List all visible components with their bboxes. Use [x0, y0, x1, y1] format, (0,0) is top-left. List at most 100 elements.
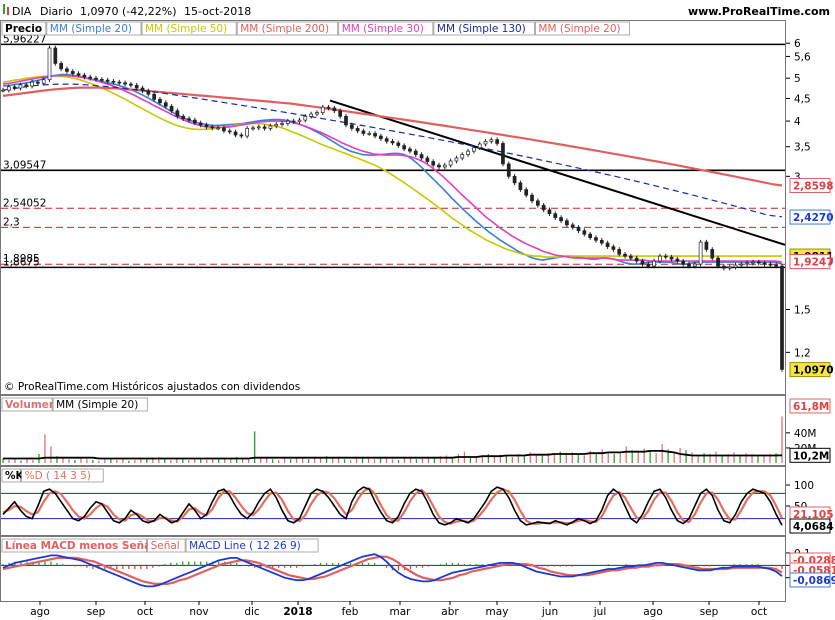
price-candle-2 [12, 86, 17, 89]
volume-tag-1: 10,2M [793, 450, 829, 462]
legend-box-1 [46, 21, 142, 36]
price-candle-108 [629, 255, 633, 259]
price-candle-54 [315, 112, 319, 115]
price-candle-118 [687, 263, 691, 267]
macd-tag-2-box [789, 572, 831, 588]
legend-label-4: MM (Simple 30) [342, 23, 424, 35]
level-label-2: 2,54052 [3, 197, 46, 209]
stoch-tag-1-box [789, 518, 831, 534]
legend-box-2 [185, 538, 319, 553]
price-candle-134 [780, 265, 784, 370]
legend-box-1 [21, 468, 104, 483]
price-candle-81 [472, 147, 476, 152]
price-candle-45 [262, 126, 267, 129]
last-price-label: 1,0970 (-42,22%) [80, 5, 176, 18]
price-candle-128 [745, 262, 749, 265]
stoch-d-line [2, 487, 783, 525]
price-candle-10 [59, 63, 63, 70]
price-tag-4: 1,9247 [793, 257, 834, 269]
x-tick-9: may [486, 606, 509, 618]
price-candle-131 [762, 262, 767, 265]
price-candle-32 [187, 118, 191, 121]
price-candle-76 [442, 164, 447, 168]
price-candle-105 [611, 246, 616, 250]
x-tick-7: mar [390, 606, 412, 618]
price-candle-55 [320, 106, 325, 113]
price-candle-11 [65, 68, 69, 72]
price-candle-78 [454, 157, 459, 162]
ma-line-1 [2, 73, 783, 265]
price-candle-102 [594, 237, 598, 241]
ma-line-4 [2, 74, 783, 263]
period-label: Diario [40, 5, 73, 18]
volume-tag-0-box [789, 398, 831, 414]
legend-label-6: MM (Simple 20) [538, 23, 620, 35]
price-candle-25 [146, 90, 151, 95]
price-candle-119 [692, 263, 697, 267]
ma-line-2 [2, 75, 782, 258]
price-tag-1-box [789, 209, 831, 225]
price-candle-114 [663, 255, 668, 258]
price-panel: 65,6 5 4,5 4 3,5 3 1,5 1,2 5,96227 3,09547 2,54052… [1, 21, 834, 393]
price-candle-94 [547, 209, 552, 215]
price-candle-130 [756, 261, 761, 264]
legend-label-5: MM (Simple 130) [437, 23, 526, 35]
price-candle-107 [623, 253, 627, 257]
level-label-4: 1,8985 [3, 253, 40, 265]
price-candle-23 [134, 84, 139, 89]
price-candle-48 [280, 123, 284, 125]
price-candle-29 [169, 105, 174, 112]
price-candle-110 [640, 260, 645, 265]
title-bar: DIA Diario 1,0970 (-42,22%) 15-oct-2018 … [0, 0, 835, 20]
x-tick-4: dic [244, 606, 260, 618]
price-candle-98 [570, 224, 575, 228]
legend-box-2 [141, 21, 237, 36]
price-candle-97 [565, 220, 569, 226]
x-axis: ago sep oct nov dic 2018 feb mar abr may jun jul ago… [30, 601, 767, 618]
price-candle-20 [117, 81, 122, 84]
price-candle-63 [367, 133, 372, 135]
price-candle-28 [163, 102, 168, 107]
stoch-k-line [2, 486, 783, 526]
price-candle-121 [704, 241, 709, 250]
price-candle-96 [559, 217, 563, 222]
price-candle-120 [698, 241, 703, 265]
price-candle-59 [344, 115, 348, 126]
trendline [329, 99, 786, 246]
price-tag-4-box [789, 254, 831, 270]
price-candle-127 [739, 263, 744, 266]
macd-panel-frame [0, 536, 786, 602]
price-candle-95 [553, 213, 558, 218]
price-y-tick-0: 6 [794, 38, 801, 50]
price-tag-0-box [789, 178, 831, 194]
price-candle-64 [373, 133, 377, 137]
price-candle-103 [599, 239, 604, 244]
price-candle-15 [88, 76, 93, 79]
price-candle-41 [239, 134, 244, 137]
price-candle-129 [751, 261, 755, 264]
legend-box-0 [1, 538, 148, 553]
price-candle-18 [105, 79, 110, 82]
price-candle-31 [181, 115, 186, 120]
price-candle-57 [332, 107, 337, 112]
price-candle-113 [658, 255, 662, 262]
price-candle-19 [111, 80, 116, 83]
price-tag-0: 2,8598 [793, 181, 834, 193]
legend-label-1: Señal [151, 540, 180, 552]
price-candle-37 [216, 127, 220, 130]
price-candle-73 [425, 157, 430, 162]
price-candle-42 [245, 128, 250, 137]
price-candle-124 [722, 265, 726, 269]
price-candle-46 [268, 125, 273, 129]
legend-box-4 [338, 21, 434, 36]
x-tick-10: jun [541, 606, 558, 618]
legend-label-0: Volumen [5, 399, 56, 411]
price-candle-93 [541, 204, 546, 211]
price-candle-104 [605, 242, 610, 248]
price-candle-62 [361, 130, 366, 134]
stoch-y-tick-0: 100 [794, 480, 814, 492]
price-candle-36 [210, 126, 215, 129]
